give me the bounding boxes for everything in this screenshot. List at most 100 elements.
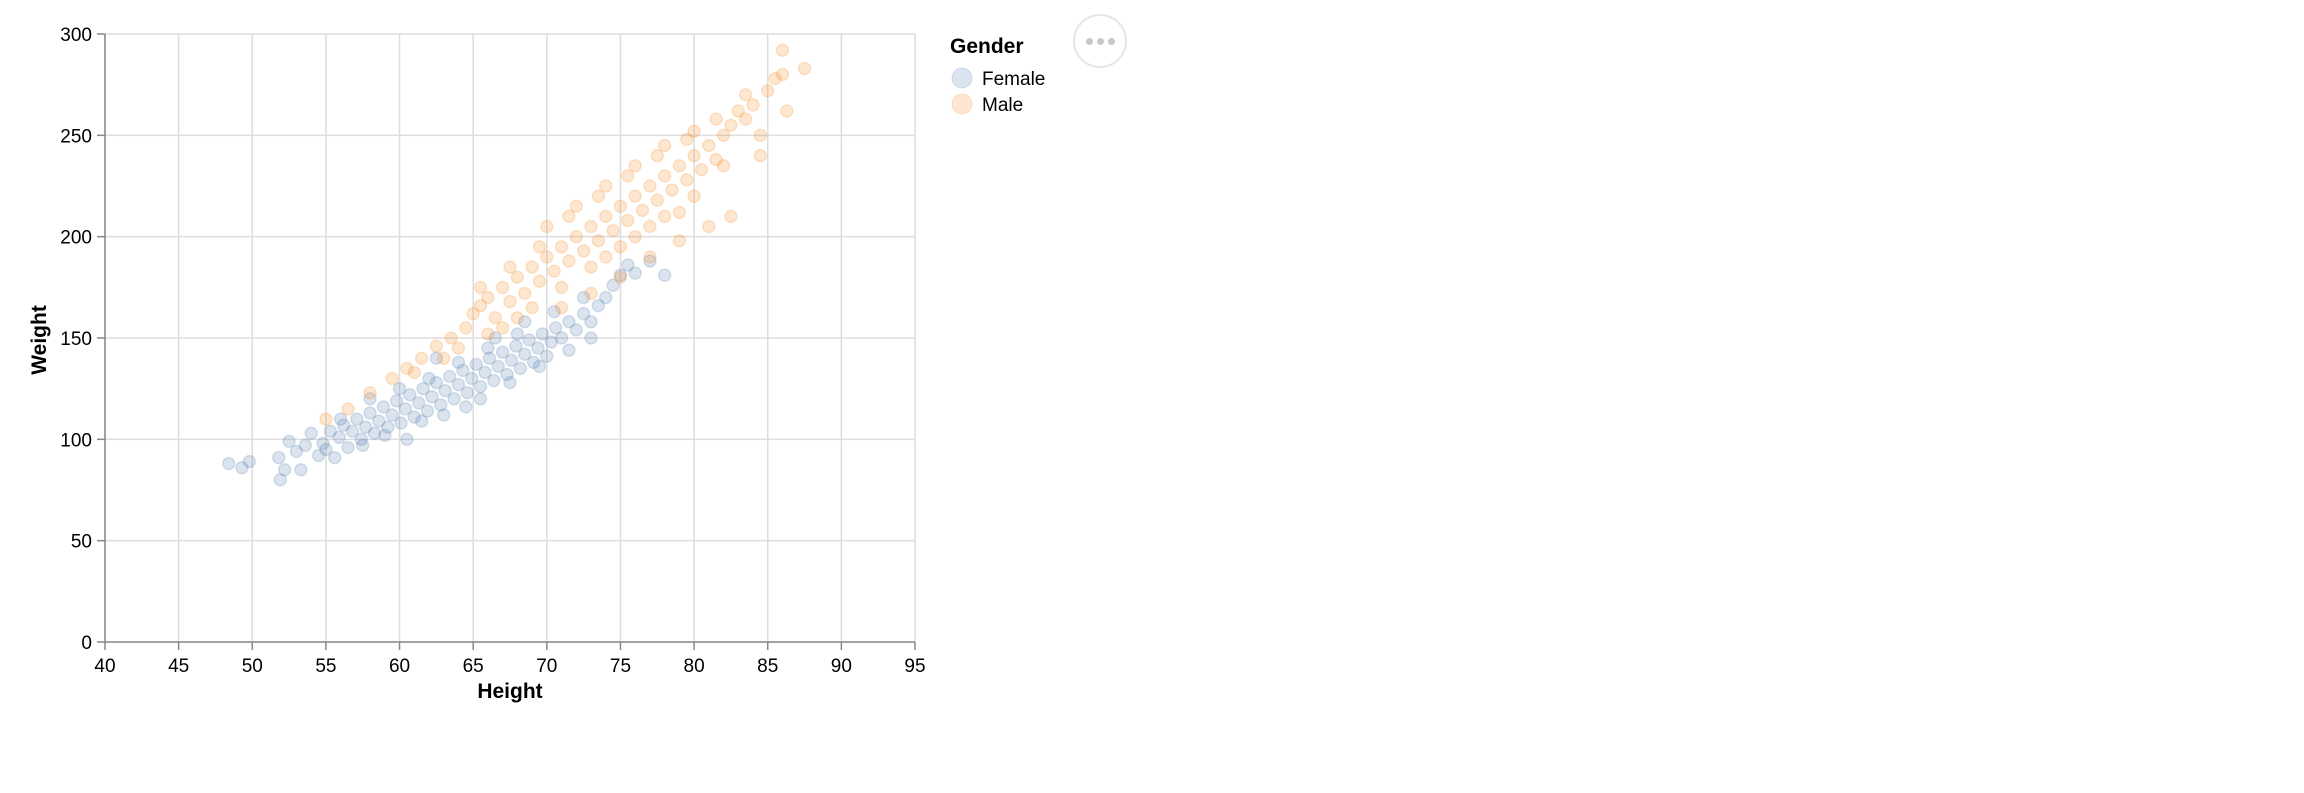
data-point-male — [679, 173, 694, 187]
data-point-female — [503, 375, 517, 390]
data-point-male — [672, 233, 687, 248]
data-point-female — [621, 258, 635, 272]
data-points — [221, 43, 812, 487]
data-point-male — [363, 385, 377, 400]
data-point-female — [272, 450, 286, 465]
data-point-male — [569, 199, 584, 214]
data-point-male — [679, 132, 694, 147]
data-point-female — [526, 355, 541, 370]
legend-symbol-female — [951, 67, 973, 89]
data-point-male — [584, 260, 598, 274]
data-point-male — [532, 274, 547, 289]
data-point-male — [598, 209, 613, 224]
data-point-female — [385, 408, 399, 422]
data-point-male — [598, 250, 613, 264]
data-point-male — [451, 341, 466, 355]
data-point-male — [540, 219, 554, 234]
data-point-female — [606, 278, 620, 293]
data-point-female — [584, 315, 598, 329]
data-point-female — [436, 408, 451, 422]
data-point-male — [687, 124, 701, 139]
x-tick-label: 60 — [389, 656, 410, 677]
data-point-female — [358, 420, 373, 434]
data-point-male — [510, 270, 525, 284]
x-axis-title: Height — [477, 680, 542, 703]
data-point-male — [753, 148, 768, 163]
data-point-female — [451, 377, 466, 392]
data-point-male — [606, 223, 620, 238]
data-point-male — [613, 270, 628, 284]
data-point-female — [411, 396, 426, 410]
data-point-female — [323, 424, 338, 438]
x-tick-label: 45 — [168, 656, 189, 677]
data-point-female — [487, 373, 501, 388]
data-point-female — [367, 426, 382, 441]
data-point-male — [495, 280, 510, 295]
data-point-male — [746, 98, 760, 112]
data-point-female — [372, 414, 386, 428]
data-point-male — [436, 351, 451, 366]
data-point-male — [576, 244, 591, 258]
data-point-female — [613, 268, 628, 282]
x-tick-label: 70 — [536, 656, 557, 677]
data-point-female — [316, 436, 330, 451]
legend-title: Gender — [950, 35, 1024, 58]
data-point-female — [540, 349, 554, 363]
data-point-male — [554, 280, 569, 295]
data-point-male — [547, 264, 561, 278]
x-tick-label: 90 — [831, 656, 852, 677]
data-point-male — [731, 104, 746, 118]
data-point-male — [738, 112, 753, 126]
data-point-male — [797, 61, 812, 76]
data-point-female — [478, 365, 492, 380]
data-point-male — [584, 219, 598, 234]
data-point-male — [481, 290, 495, 305]
data-point-female — [544, 335, 558, 349]
data-point-male — [466, 306, 480, 321]
data-point-female — [535, 327, 550, 341]
more-dot-icon — [1107, 37, 1115, 45]
data-point-female — [481, 341, 495, 355]
data-point-male — [569, 229, 584, 244]
data-point-female — [345, 424, 360, 438]
data-point-male — [540, 250, 554, 264]
data-point-female — [381, 420, 395, 434]
data-point-male — [385, 371, 399, 386]
x-tick-label: 95 — [904, 656, 925, 677]
data-point-male — [591, 189, 606, 203]
data-point-female — [464, 371, 479, 386]
data-point-female — [554, 331, 569, 345]
data-point-male — [724, 209, 738, 224]
data-point-male — [628, 158, 642, 173]
actions-menu-button[interactable] — [1073, 14, 1127, 68]
y-tick-label: 150 — [60, 329, 92, 350]
x-tick-label: 80 — [684, 656, 705, 677]
more-dot-icon — [1085, 37, 1093, 45]
data-point-male — [510, 310, 525, 325]
data-point-female — [416, 381, 430, 396]
data-point-female — [591, 298, 606, 313]
data-point-female — [657, 268, 672, 282]
y-tick-label: 50 — [71, 532, 92, 553]
data-point-female — [378, 428, 392, 443]
data-point-male — [598, 179, 613, 193]
data-point-female — [350, 412, 364, 426]
data-point-male — [657, 169, 672, 183]
data-point-male — [738, 88, 753, 102]
data-point-female — [531, 341, 545, 355]
y-tick-label: 0 — [81, 633, 92, 654]
data-point-female — [355, 438, 370, 453]
data-point-female — [509, 339, 523, 353]
data-point-male — [554, 300, 569, 315]
data-point-male — [584, 286, 598, 301]
data-point-male — [724, 118, 738, 132]
data-point-male — [444, 331, 458, 345]
data-point-male — [687, 189, 701, 203]
data-point-male — [628, 229, 642, 244]
data-point-female — [327, 450, 342, 465]
data-point-male — [481, 327, 495, 341]
data-point-female — [221, 456, 236, 471]
data-point-male — [650, 148, 665, 163]
